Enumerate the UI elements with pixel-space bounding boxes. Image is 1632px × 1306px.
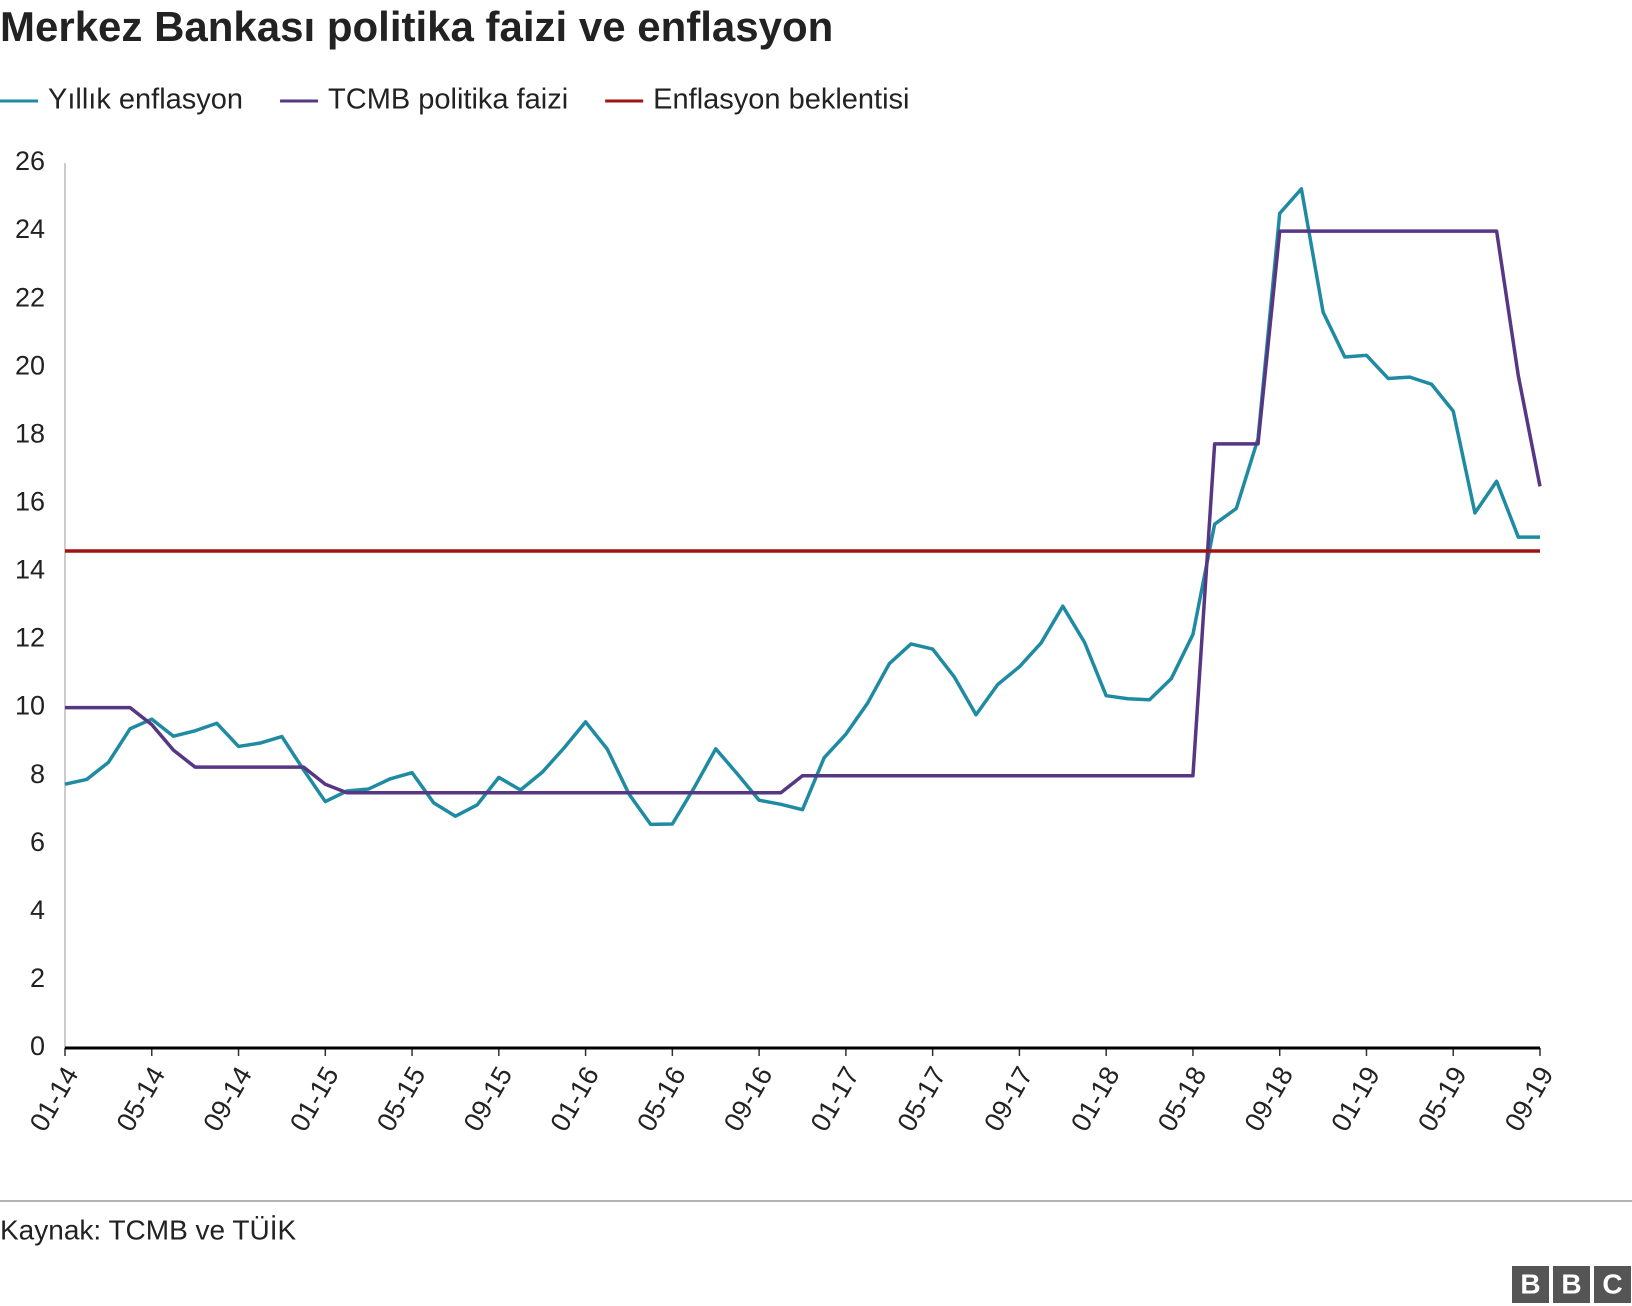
x-tick-label: 09-14 — [197, 1062, 258, 1137]
y-tick-label: 24 — [15, 214, 45, 244]
y-tick-label: 26 — [15, 146, 45, 176]
x-tick-label: 05-14 — [111, 1062, 172, 1137]
x-tick-label: 01-14 — [24, 1062, 85, 1137]
chart-title: Merkez Bankası politika faizi ve enflasy… — [0, 3, 833, 50]
x-tick-label: 05-17 — [892, 1062, 953, 1137]
y-tick-label: 0 — [30, 1031, 45, 1061]
series-line — [65, 229, 1542, 795]
legend-label: Yıllık enflasyon — [48, 84, 243, 116]
x-tick-label: 09-17 — [978, 1062, 1039, 1137]
x-tick-label: 09-19 — [1499, 1062, 1560, 1137]
x-tick-label: 05-19 — [1412, 1062, 1473, 1137]
legend-label: TCMB politika faizi — [328, 84, 568, 116]
y-tick-label: 18 — [15, 418, 45, 448]
x-tick-label: 09-15 — [458, 1062, 519, 1137]
y-tick-label: 12 — [15, 623, 45, 653]
x-tick-label: 01-18 — [1065, 1062, 1126, 1137]
x-tick-label: 01-16 — [544, 1062, 605, 1137]
y-tick-label: 20 — [15, 350, 45, 380]
source: Kaynak: TCMB ve TÜİK — [0, 1214, 296, 1245]
y-tick-label: 8 — [30, 759, 45, 789]
x-tick-label: 01-17 — [805, 1062, 866, 1137]
x-tick-label: 05-15 — [371, 1062, 432, 1137]
x-tick-label: 01-15 — [284, 1062, 345, 1137]
y-tick-label: 14 — [15, 555, 45, 585]
x-tick-label: 05-16 — [631, 1062, 692, 1137]
logo-letter: B — [1561, 1268, 1581, 1299]
logo-box — [1512, 1266, 1549, 1303]
y-tick-label: 6 — [30, 827, 45, 857]
logo-letter: C — [1602, 1268, 1622, 1299]
y-tick-label: 16 — [15, 487, 45, 517]
logo-box — [1553, 1266, 1590, 1303]
y-tick-label: 10 — [15, 691, 45, 721]
y-tick-label: 22 — [15, 282, 45, 312]
logo-box — [1594, 1266, 1631, 1303]
series-line — [64, 187, 1540, 827]
x-tick-label: 09-18 — [1239, 1062, 1300, 1137]
y-tick-label: 4 — [30, 895, 45, 925]
logo-letter: B — [1520, 1268, 1540, 1299]
legend-label: Enflasyon beklentisi — [653, 84, 909, 116]
y-tick-label: 2 — [30, 963, 45, 993]
x-tick-label: 01-19 — [1325, 1062, 1386, 1137]
x-tick-label: 05-18 — [1152, 1062, 1213, 1137]
x-tick-label: 09-16 — [718, 1062, 779, 1137]
